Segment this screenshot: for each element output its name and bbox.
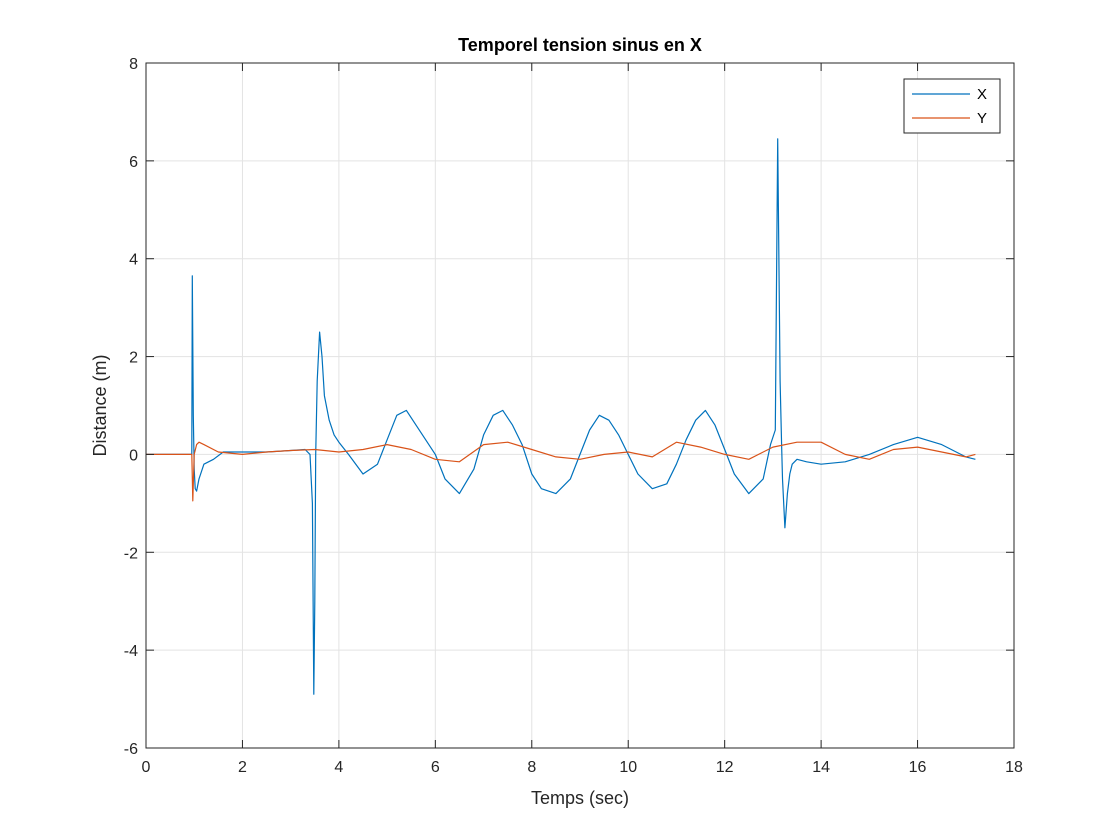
x-tick-label: 0 xyxy=(142,759,151,776)
legend: XY xyxy=(903,78,1001,134)
y-tick-label: 0 xyxy=(129,447,138,464)
x-tick-label: 18 xyxy=(1005,759,1023,776)
x-tick-label: 4 xyxy=(334,759,343,776)
y-tick-label: -4 xyxy=(124,643,138,660)
y-axis-label: Distance (m) xyxy=(90,354,110,456)
axes-box xyxy=(145,62,1015,749)
x-tick-label: 10 xyxy=(619,759,637,776)
x-tick-label: 12 xyxy=(716,759,734,776)
ticks: 0 2 4 6 8 10 12 14 16 18 -6 -4 -2 0 2 4 6 8 xyxy=(124,56,1023,776)
x-tick-label: 6 xyxy=(431,759,440,776)
y-tick-label: 2 xyxy=(129,350,138,367)
legend-box xyxy=(903,78,1001,134)
y-tick-label: 6 xyxy=(129,154,138,171)
y-tick-label: -2 xyxy=(124,545,138,562)
series-lines xyxy=(146,138,976,695)
x-tick-label: 16 xyxy=(909,759,927,776)
x-tick-label: 14 xyxy=(812,759,830,776)
x-tick-label: 2 xyxy=(238,759,247,776)
legend-label-x: X xyxy=(977,86,987,103)
x-axis-label: Temps (sec) xyxy=(531,788,629,808)
x-tick-label: 8 xyxy=(527,759,536,776)
chart-title: Temporel tension sinus en X xyxy=(458,35,702,55)
y-tick-label: 8 xyxy=(129,56,138,73)
series-line-y xyxy=(146,441,976,502)
legend-label-y: Y xyxy=(977,110,987,127)
y-tick-label: -6 xyxy=(124,741,138,758)
y-tick-label: 4 xyxy=(129,252,138,269)
